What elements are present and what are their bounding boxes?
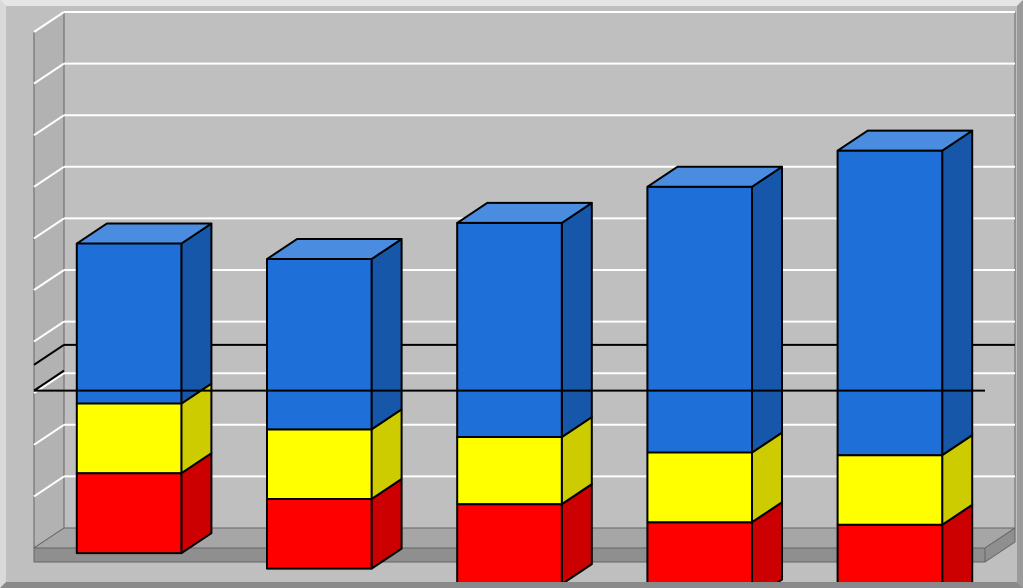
bar-5 <box>838 131 973 588</box>
bar-1 <box>77 224 212 554</box>
bar-3 <box>457 203 592 584</box>
stacked-bar-3d-chart <box>0 0 1023 588</box>
bar-4 <box>647 167 782 588</box>
bar-2 <box>267 239 402 569</box>
